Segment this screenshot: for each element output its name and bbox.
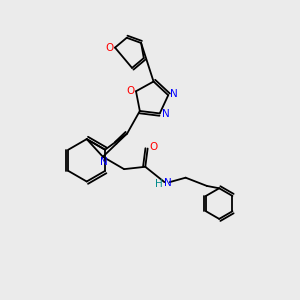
Text: O: O (149, 142, 158, 152)
Text: O: O (106, 43, 114, 52)
Text: N: N (100, 157, 107, 167)
Text: N: N (162, 109, 170, 119)
Text: H: H (155, 178, 163, 189)
Text: N: N (164, 178, 172, 188)
Text: O: O (126, 86, 134, 96)
Text: N: N (170, 89, 178, 99)
